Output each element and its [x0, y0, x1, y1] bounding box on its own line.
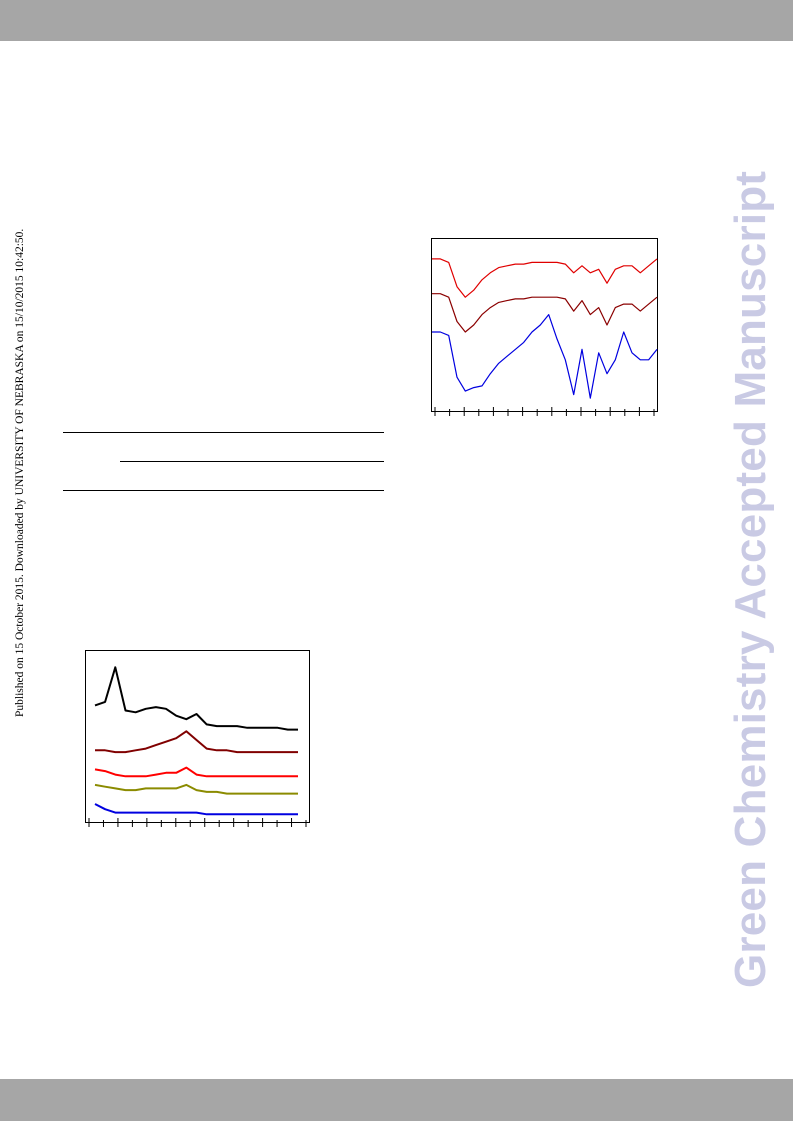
x-axis-ticks	[434, 407, 655, 416]
table-top-rule	[63, 432, 384, 433]
publication-note: Published on 15 October 2015. Downloaded…	[14, 228, 26, 717]
series-line-4	[94, 783, 298, 795]
plot-frame	[431, 238, 658, 412]
series-line-3	[94, 766, 298, 778]
footer-band	[0, 1079, 793, 1121]
pattern-chart	[85, 650, 310, 827]
plot-series	[94, 666, 298, 816]
series-line-1	[94, 666, 298, 731]
series-line-5	[94, 803, 298, 816]
series-line-2	[95, 730, 298, 754]
header-band	[0, 0, 793, 41]
series-line-1	[432, 258, 658, 298]
series-line-2	[432, 293, 658, 333]
table-bottom-rule	[63, 490, 384, 491]
plot-series	[432, 258, 658, 399]
spectra-chart	[431, 238, 658, 416]
manuscript-watermark: Green Chemistry Accepted Manuscript	[726, 170, 775, 988]
series-line-3	[432, 313, 658, 399]
plot-frame	[85, 650, 310, 823]
table-subheader-rule	[120, 461, 384, 462]
x-axis-ticks	[88, 818, 307, 827]
